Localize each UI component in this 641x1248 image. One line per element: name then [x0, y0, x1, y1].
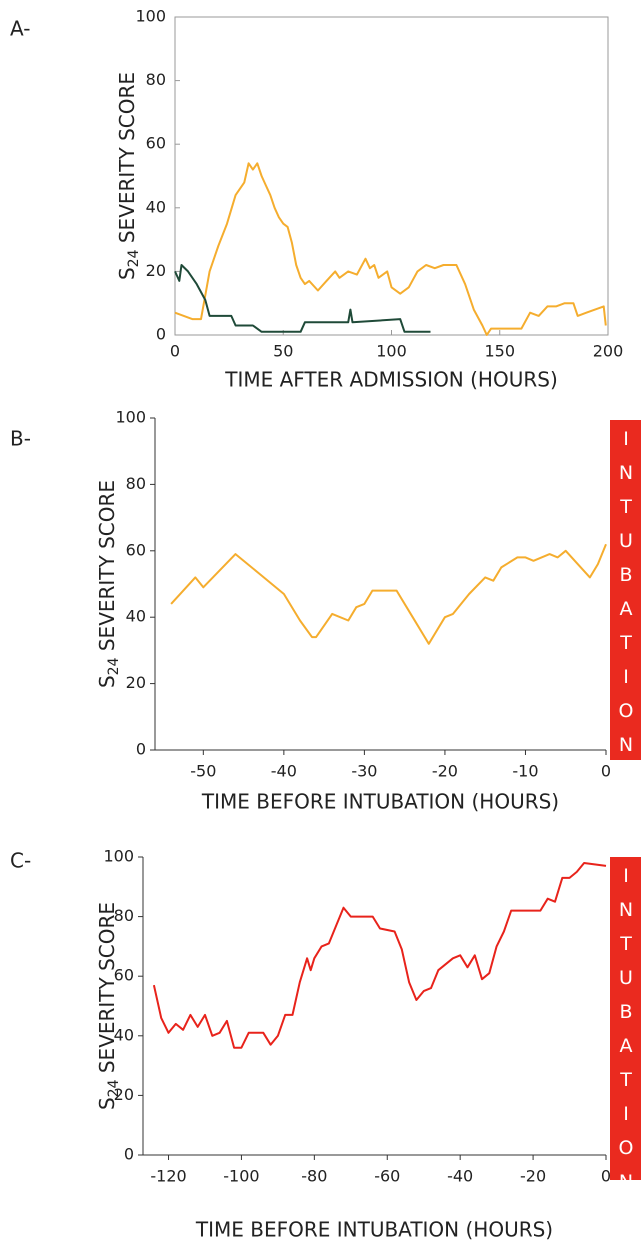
y-axis-label: S24 SEVERITY SCORE [115, 72, 143, 280]
x-tick-label: -40 [447, 1167, 473, 1186]
line [174, 264, 431, 333]
x-tick-label: 150 [484, 342, 515, 361]
y-tick-label: 80 [146, 70, 166, 89]
x-tick-label: 50 [273, 342, 293, 361]
y-tick-label: 80 [114, 906, 134, 925]
y-tick-label: 100 [115, 408, 146, 427]
x-tick-label: 0 [601, 1167, 611, 1186]
line [174, 162, 607, 336]
y-label-subscript: 24 [106, 1079, 122, 1097]
y-tick-label: 0 [156, 325, 166, 344]
panel-label: B- [10, 427, 31, 451]
x-axis-label: TIME AFTER ADMISSION (HOURS) [224, 368, 558, 392]
y-axis-label: S24 SEVERITY SCORE [95, 480, 123, 688]
annotation: INTUBATION [615, 865, 637, 1205]
annotation: INTUBATION [615, 428, 637, 768]
x-axis-label: TIME BEFORE INTUBATION (HOURS) [201, 790, 559, 814]
y-tick-label: 80 [126, 474, 146, 493]
x-tick-label: -20 [520, 1167, 546, 1186]
y-label-part: SEVERITY SCORE [95, 480, 119, 658]
line [152, 862, 607, 1049]
x-tick-label: -30 [351, 762, 377, 781]
x-tick-label: -60 [374, 1167, 400, 1186]
y-tick-label: 40 [146, 197, 166, 216]
y-tick-label: 40 [126, 607, 146, 626]
x-tick-label: -10 [512, 762, 538, 781]
x-tick-label: 100 [376, 342, 407, 361]
y-tick-label: 60 [146, 134, 166, 153]
x-tick-label: -120 [150, 1167, 186, 1186]
x-axis-label: TIME BEFORE INTUBATION (HOURS) [195, 1218, 553, 1242]
x-tick-label: 0 [170, 342, 180, 361]
y-label-subscript: 24 [126, 249, 142, 267]
annotation-box [610, 420, 641, 760]
y-tick-label: 100 [103, 847, 134, 866]
y-tick-label: 60 [114, 966, 134, 985]
x-tick-label: -80 [301, 1167, 327, 1186]
y-label-part: S [95, 675, 119, 688]
y-label-part: S [115, 267, 139, 280]
panel-label: A- [10, 17, 30, 41]
y-label-part: SEVERITY SCORE [115, 72, 139, 250]
y-label-part: S [95, 1097, 119, 1110]
x-tick-label: 0 [601, 762, 611, 781]
y-tick-label: 20 [114, 1085, 134, 1104]
y-tick-label: 0 [124, 1145, 134, 1164]
y-label-part: SEVERITY SCORE [95, 902, 119, 1080]
y-tick-label: 20 [126, 673, 146, 692]
x-tick-label: -40 [271, 762, 297, 781]
y-tick-label: 60 [126, 540, 146, 559]
panel-label: C- [10, 849, 31, 873]
annotation-box [610, 857, 641, 1180]
x-tick-label: -100 [223, 1167, 259, 1186]
y-tick-label: 0 [136, 740, 146, 759]
y-tick-label: 40 [114, 1025, 134, 1044]
x-tick-label: 200 [593, 342, 624, 361]
y-axis-label: S24 SEVERITY SCORE [95, 902, 123, 1110]
y-tick-label: 20 [146, 261, 166, 280]
line [170, 543, 607, 645]
y-tick-label: 100 [135, 7, 166, 26]
y-label-subscript: 24 [106, 657, 122, 675]
x-tick-label: -20 [432, 762, 458, 781]
x-tick-label: -50 [190, 762, 216, 781]
